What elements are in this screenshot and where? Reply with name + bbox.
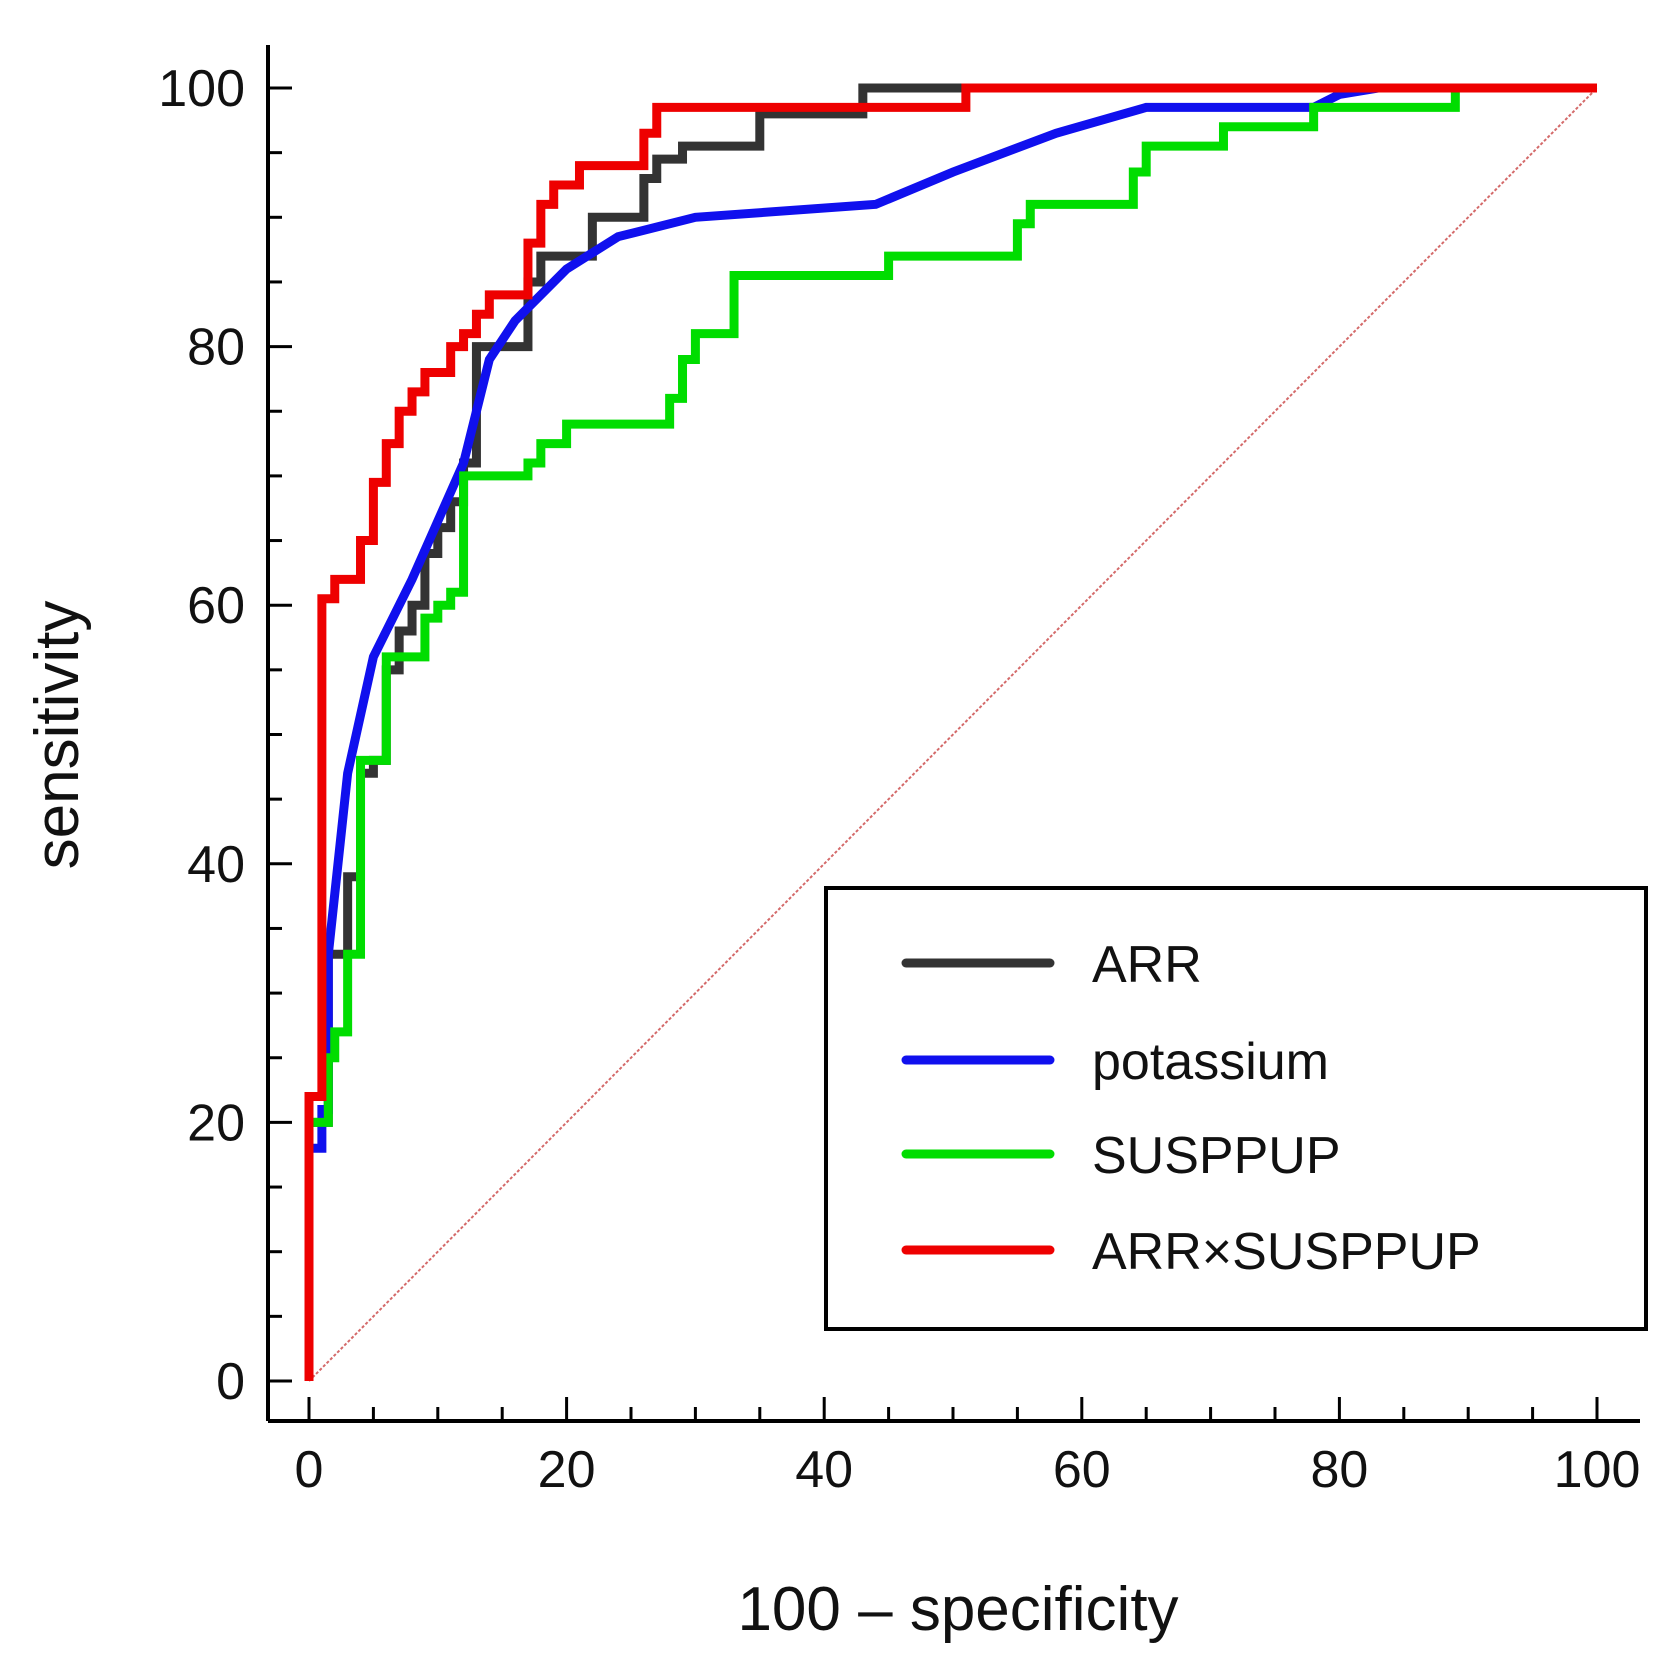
y-tick-label: 100 [158,60,245,118]
x-tick-label: 100 [1554,1441,1641,1499]
y-tick-label: 80 [187,319,245,377]
legend-label-potassium: potassium [1092,1033,1329,1091]
x-tick-label: 0 [295,1441,324,1499]
legend-label-arr: ARR [1092,936,1202,994]
series-line-potassium [309,83,1597,1153]
y-axis-label: sensitivity [23,601,92,870]
reference-diagonal-line [308,87,1598,1382]
series-line-arr-x-susppup [304,83,1597,1381]
x-tick-label: 60 [1053,1441,1111,1499]
x-tick-label: 20 [538,1441,596,1499]
reference-layer [308,87,1598,1382]
legend: ARR potassium SUSPPUP ARR×SUSPPUP [824,886,1648,1331]
y-tick-label: 0 [216,1353,245,1411]
x-tick-label: 40 [795,1441,853,1499]
legend-label-susppup: SUSPPUP [1092,1127,1341,1185]
legend-label-arr-x-susppup: ARR×SUSPPUP [1092,1223,1481,1281]
series-layer [304,83,1597,1381]
axes: 0 20 40 60 80 100 0 20 40 60 80 100 [158,45,1640,1499]
x-axis-label: 100 – specificity [737,1575,1178,1644]
y-tick-label: 20 [187,1094,245,1152]
y-tick-label: 40 [187,836,245,894]
x-tick-label: 80 [1310,1441,1368,1499]
y-tick-label: 60 [187,577,245,635]
series-line-susppup [304,83,1597,1381]
